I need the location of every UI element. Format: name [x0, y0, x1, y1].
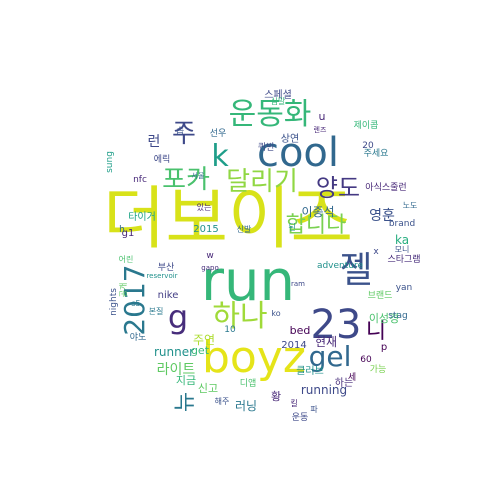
word: 서울: [192, 171, 205, 180]
word: bed: [290, 324, 311, 337]
word: runner: [154, 345, 194, 359]
word: 스페셜: [264, 89, 292, 101]
word: 지금: [176, 374, 196, 387]
word: 러닝: [235, 399, 257, 413]
word: gapo: [201, 264, 218, 272]
word: reservoir: [146, 272, 177, 280]
word: 합니다: [286, 213, 347, 238]
word: k: [211, 139, 229, 174]
word: g1: [122, 228, 135, 239]
word: 젤: [339, 250, 372, 291]
word: 운동화: [229, 97, 312, 132]
word: adventure: [317, 261, 364, 271]
word: 하는: [335, 376, 353, 389]
word: nfc: [133, 175, 147, 185]
word: 황: [271, 390, 281, 403]
word: 주연: [193, 333, 215, 347]
word: 부산: [158, 262, 175, 273]
word: nike: [158, 290, 179, 301]
word: 브랜드: [368, 290, 393, 301]
word: 야노: [130, 332, 147, 343]
word: 습: [176, 126, 184, 137]
word: 된: [288, 222, 295, 232]
word: 해주: [215, 396, 230, 406]
word: 퀴빈: [258, 142, 275, 153]
word: 신발: [237, 224, 252, 234]
word: 10: [224, 325, 236, 335]
word: 라이트: [157, 362, 196, 378]
word: 양도: [316, 174, 360, 202]
word: 현재: [315, 335, 337, 349]
word: 모니: [395, 244, 410, 254]
word: s5: [131, 299, 140, 308]
word: 하나: [212, 299, 267, 334]
word: 주세요: [364, 148, 389, 159]
word: 신고: [198, 382, 218, 395]
word: 에릭: [154, 153, 171, 165]
word: 2014: [281, 340, 306, 351]
word: 디앱: [240, 377, 257, 389]
word: 본질: [149, 307, 164, 316]
word: p: [381, 342, 387, 353]
word: 20: [362, 141, 374, 151]
word: stag: [388, 311, 407, 321]
word: 스타그램: [387, 253, 420, 265]
word: 운동: [292, 412, 309, 423]
word: cool: [257, 130, 339, 176]
word: 달리기: [226, 167, 298, 197]
word: brand: [389, 219, 415, 229]
word: 있는: [197, 202, 212, 212]
word: 가능: [370, 364, 387, 375]
word: 포카: [162, 165, 210, 195]
word: 제이콥: [354, 120, 379, 131]
word: x: [373, 247, 379, 257]
word: 런: [148, 134, 161, 150]
word: 파: [310, 405, 318, 414]
word: 니: [366, 319, 386, 344]
word: run: [201, 249, 295, 314]
word: 상연: [281, 133, 299, 145]
word: yan: [396, 283, 413, 293]
word: running: [301, 383, 347, 397]
word: h: [119, 225, 125, 235]
word: 60: [360, 355, 372, 365]
word: sung: [105, 151, 115, 173]
word: 노도: [403, 201, 418, 210]
word: ko: [271, 309, 280, 318]
word: 세: [348, 372, 356, 383]
word: 킬: [290, 399, 297, 408]
word: ka: [395, 233, 409, 247]
word: 렌즈: [314, 125, 327, 134]
word: 공개: [118, 283, 128, 298]
word: 타이거: [128, 211, 156, 223]
word: 심말: [271, 96, 286, 106]
word: gel: [309, 340, 352, 373]
word: 어린: [119, 254, 134, 264]
word: ram: [291, 280, 305, 288]
word: nights: [109, 288, 119, 316]
word: w: [206, 251, 213, 261]
word: 뉴: [173, 392, 198, 412]
word: boyz: [202, 332, 306, 383]
word: 2015: [193, 224, 218, 235]
word: 주: [172, 119, 196, 149]
word: 이종석: [301, 205, 334, 219]
word: get: [191, 344, 210, 357]
word: u: [319, 110, 326, 123]
word: 2017: [118, 264, 151, 335]
word: g: [168, 298, 188, 336]
word: 선우: [210, 128, 227, 139]
word: 영훈: [369, 208, 395, 224]
word: 더보이즈: [103, 180, 353, 259]
word-cloud-words: 더보이즈 run boyz cool 23 운동화 2017 젤 하나 포카 달…: [103, 89, 421, 423]
word: 아식스줄런: [365, 182, 406, 193]
word: 23: [311, 302, 362, 348]
word: 클러브: [296, 365, 324, 377]
word: 이성경: [369, 312, 399, 325]
